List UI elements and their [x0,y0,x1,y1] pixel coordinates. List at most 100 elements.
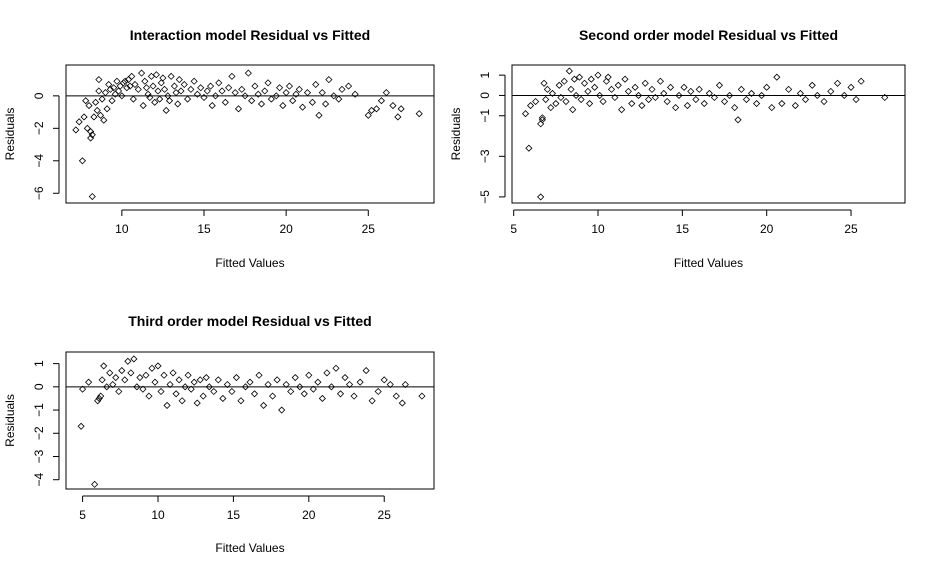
data-point [672,104,680,112]
data-point [237,397,245,405]
data-point [170,82,178,90]
data-point [121,77,129,85]
data-point [279,102,287,110]
data-point [380,376,388,384]
data-point [389,102,397,110]
data-point [159,74,167,82]
data-point [244,69,252,77]
data-point [196,376,204,384]
data-point [604,73,612,81]
data-point [231,89,239,97]
data-point [820,97,828,106]
data-point [300,390,308,398]
data-point [75,118,83,126]
data-point [341,373,349,382]
data-point [287,387,295,396]
data-point [80,113,88,121]
data-point [372,105,381,113]
data-point [95,394,103,403]
y-tick-label: 1 [478,71,492,78]
x-tick-label: 10 [151,508,165,522]
data-point [193,90,201,98]
y-tick-label: −5 [478,190,492,204]
data-point [710,93,718,102]
data-point [166,380,174,389]
data-point [228,387,236,396]
data-point [323,369,331,377]
data-point [134,85,142,93]
data-point [778,99,786,108]
data-point [85,102,93,110]
data-point [565,67,573,75]
y-tick-label: −2 [32,121,46,135]
data-point [791,102,799,110]
data-point [538,116,546,124]
data-point [641,79,649,87]
data-point [251,82,259,90]
data-point [232,373,240,382]
data-point [83,124,91,132]
data-point [392,392,400,400]
data-point [808,81,816,89]
data-point [88,192,96,201]
data-point [695,85,703,93]
data-point [599,97,607,106]
data-point [315,111,323,119]
data-point [555,81,563,89]
y-tick-label: −6 [32,186,46,200]
data-point [82,97,90,105]
data-point [569,106,577,114]
data-point [157,79,165,87]
data-point [161,85,169,93]
x-tick-label: 25 [378,508,392,522]
x-tick-label: 20 [302,508,316,522]
data-point [88,131,96,139]
plot-panel-interaction: Interaction model Residual vs Fitted 10 15… [3,27,435,270]
data-point [742,95,751,104]
x-tick-label: 10 [591,222,605,236]
data-point [857,77,865,85]
data-point [200,93,208,102]
y-axis-label: Residuals [3,394,17,447]
data-point [118,92,126,100]
data-point [138,69,146,77]
data-point [214,376,222,384]
data-point [362,367,370,375]
data-point [314,378,322,386]
y-tick-label: −4 [32,154,46,168]
x-tick-label: 15 [197,222,211,236]
data-point [537,120,545,128]
chart-title: Third order model Residual vs Fitted [128,313,371,329]
data-point [666,83,675,91]
data-point [356,378,364,386]
x-tick-label: 5 [510,222,517,236]
data-point [208,102,216,110]
data-point [847,83,855,91]
plot-frame [511,64,906,204]
data-point [675,91,683,100]
data-point [108,97,116,105]
data-point [415,110,423,118]
data-point [785,85,793,93]
data-point [651,93,659,102]
data-point [267,95,275,103]
data-point [813,91,821,100]
data-point [648,85,656,93]
y-tick-label: 0 [32,92,46,99]
data-point [295,85,303,93]
data-point [152,71,160,79]
data-point [272,92,280,100]
data-point [656,77,664,85]
data-point [100,362,108,370]
x-tick-label: 20 [760,222,774,236]
data-point [100,116,108,124]
data-point [580,79,589,87]
data-point [93,106,101,115]
y-tick-label: 0 [32,383,46,390]
data-point [397,105,405,113]
data-point [552,99,560,108]
data-point [299,103,307,111]
data-point [177,87,185,95]
data-point [269,392,277,400]
data-point [180,80,188,89]
